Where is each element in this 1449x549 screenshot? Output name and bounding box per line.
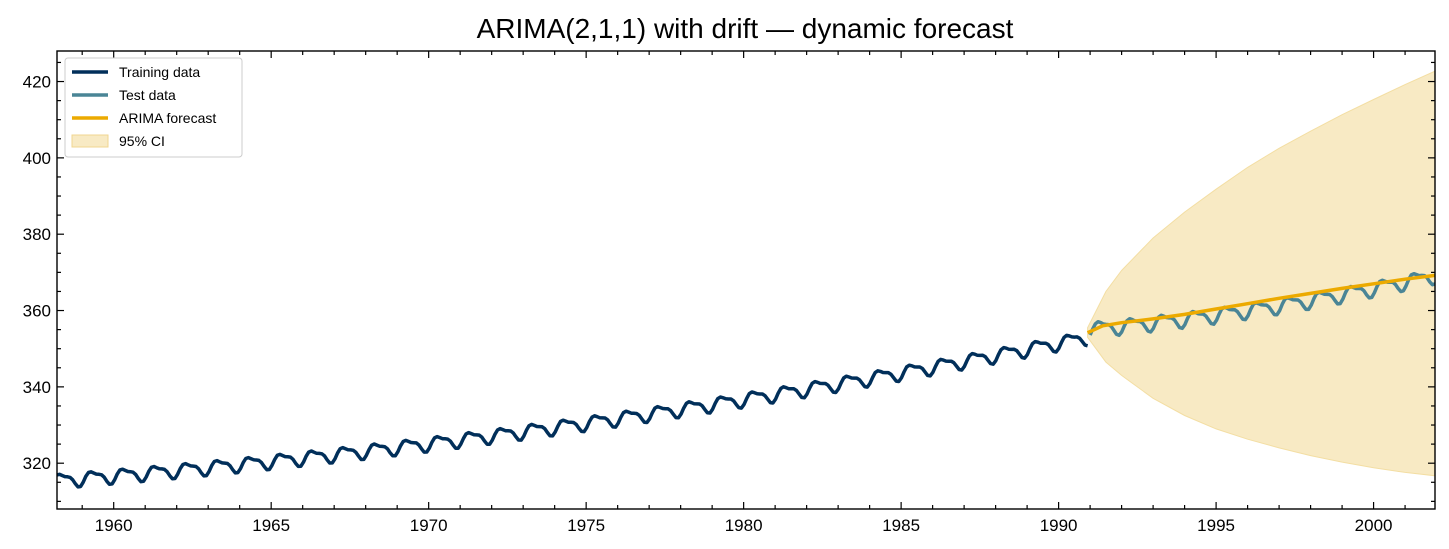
y-tick-label: 380 [23,225,51,244]
y-tick-label: 340 [23,378,51,397]
legend-label-forecast: ARIMA forecast [119,110,216,126]
series-layer [56,271,1436,489]
plot-frame [56,50,1436,510]
series-training-data [56,333,1089,489]
legend-swatch-ci [71,134,109,148]
y-tick-label: 400 [23,149,51,168]
chart-title: ARIMA(2,1,1) with drift — dynamic foreca… [477,13,1014,44]
x-tick-label: 1965 [252,516,290,535]
x-tick-label: 1995 [1197,516,1235,535]
y-tick-label: 320 [23,454,51,473]
x-tick-label: 2000 [1355,516,1393,535]
legend-label-ci: 95% CI [119,133,165,149]
x-axis: 1960 1965 1970 1975 1980 1985 1990 1995 2000 [81,51,1406,535]
y-tick-label: 420 [23,73,51,92]
legend-label-training: Training data [119,64,200,80]
legend: Training data Test data ARIMA forecast 9… [64,57,243,158]
legend-label-test: Test data [119,87,176,103]
y-tick-label: 360 [23,302,51,321]
series-test-data [1088,271,1436,338]
x-tick-label: 1960 [95,516,133,535]
x-tick-label: 1975 [567,516,605,535]
confidence-interval-layer [1087,70,1436,477]
y-axis: 320 340 360 380 400 420 [23,61,1435,502]
series-arima-forecast [1086,273,1436,335]
x-tick-label: 1970 [410,516,448,535]
legend-box [64,57,243,158]
x-tick-label: 1985 [882,516,920,535]
x-tick-label: 1980 [725,516,763,535]
x-tick-label: 1990 [1040,516,1078,535]
ci-band [1087,70,1436,477]
